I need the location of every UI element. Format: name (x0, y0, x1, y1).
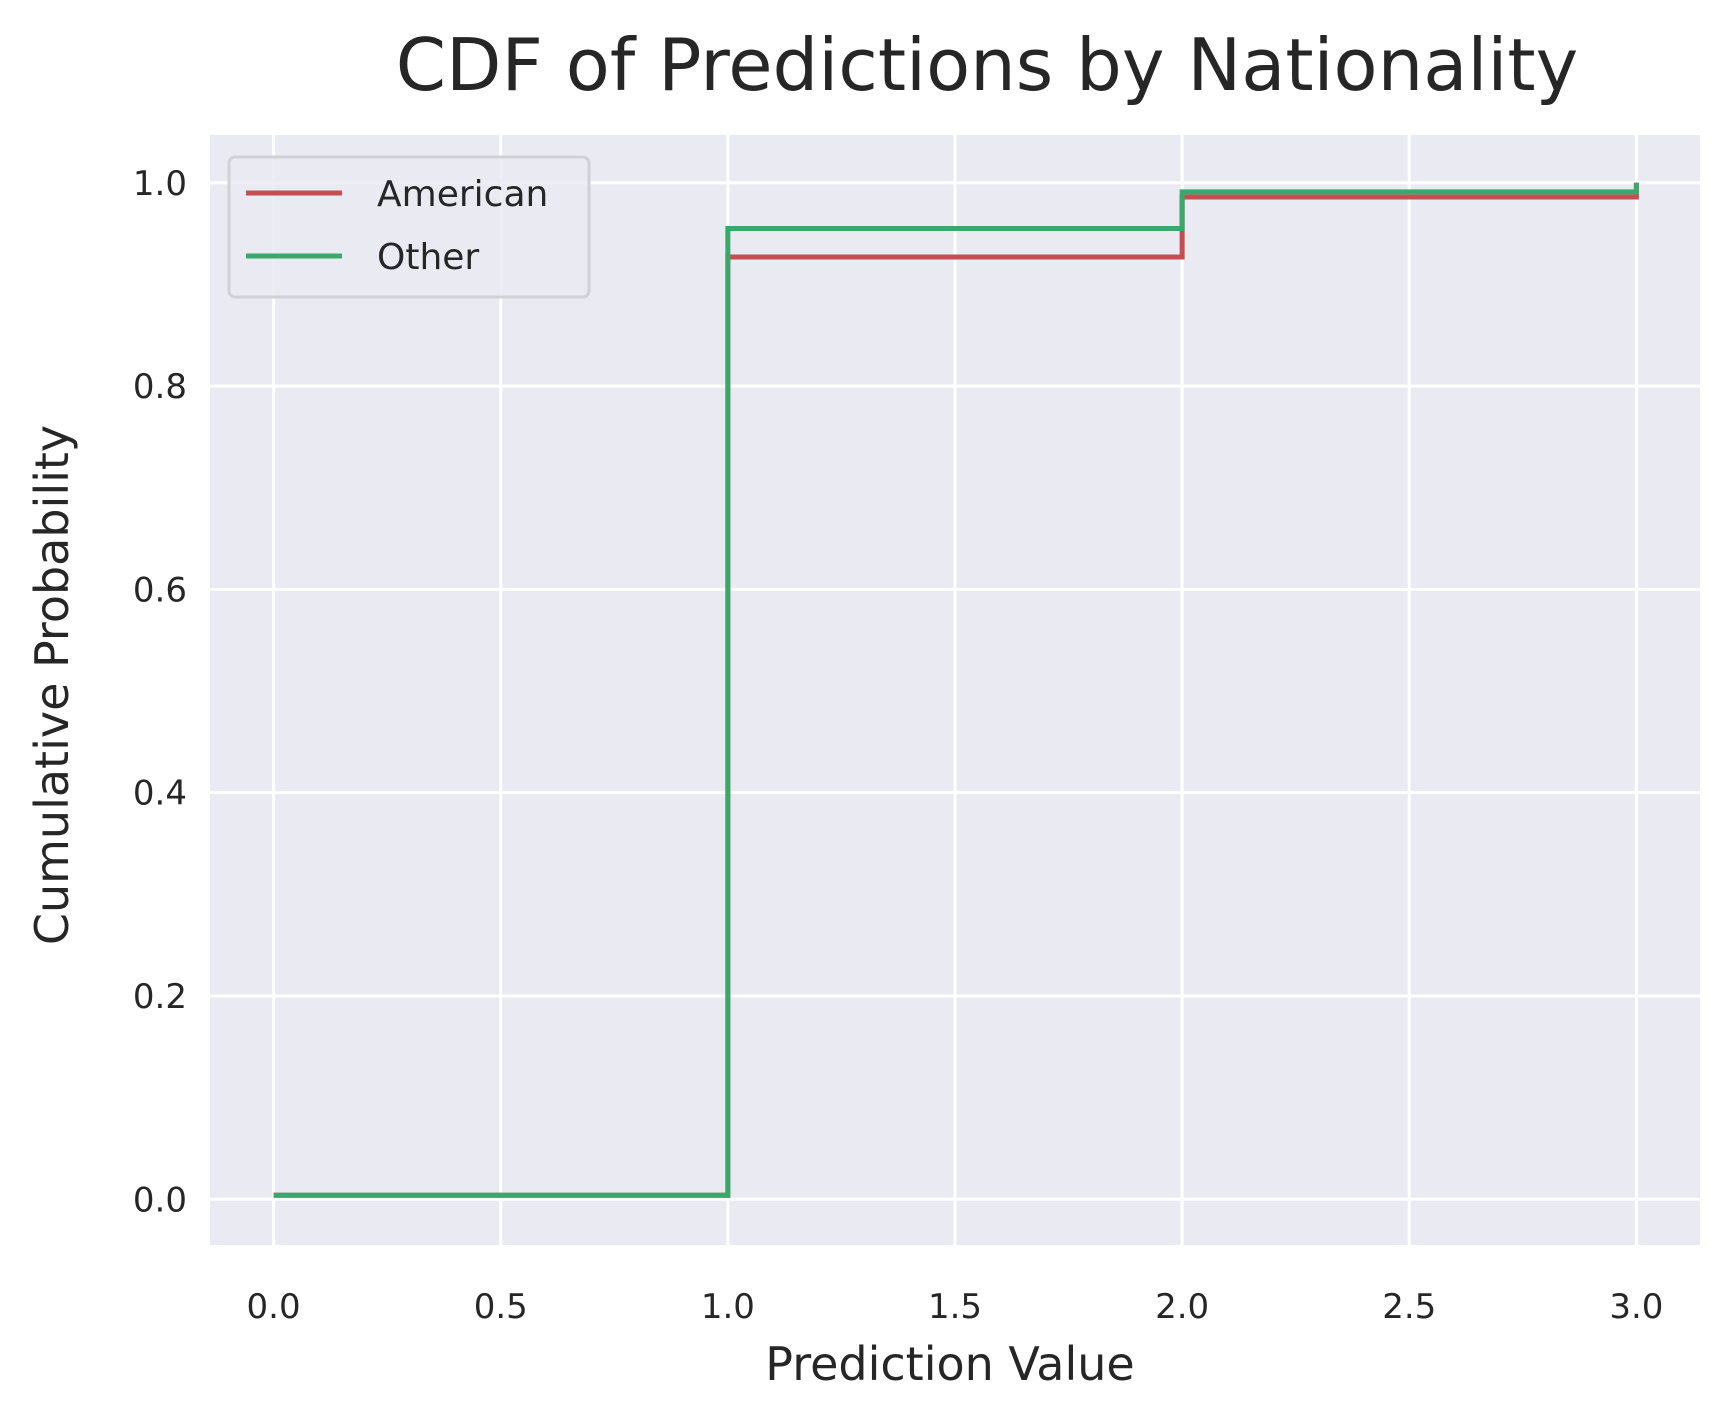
y-tick-label: 0.2 (133, 977, 187, 1017)
x-tick-label: 2.5 (1382, 1287, 1436, 1327)
legend-label: American (377, 174, 548, 215)
x-tick-label: 1.0 (701, 1287, 755, 1327)
y-tick-label: 0.4 (133, 774, 187, 814)
chart-title: CDF of Predictions by Nationality (396, 23, 1578, 107)
x-tick-label: 1.5 (928, 1287, 982, 1327)
y-tick-label: 0.8 (133, 367, 187, 407)
x-tick-label: 0.5 (474, 1287, 528, 1327)
x-tick-labels: 0.0 0.5 1.0 1.5 2.0 2.5 3.0 (247, 1287, 1664, 1327)
x-tick-label: 0.0 (247, 1287, 301, 1327)
y-tick-label: 0.6 (133, 570, 187, 610)
series-lines (273, 182, 1639, 1198)
x-tick-label: 2.0 (1155, 1287, 1209, 1327)
y-tick-label: 1.0 (133, 164, 187, 204)
series-line-other (273, 182, 1639, 1198)
y-axis-label: Cumulative Probability (25, 425, 79, 945)
x-axis-label: Prediction Value (765, 1337, 1134, 1391)
legend: American Other (227, 155, 591, 299)
y-tick-label: 0.0 (133, 1180, 187, 1220)
x-tick-label: 3.0 (1609, 1287, 1663, 1327)
y-tick-labels: 0.0 0.2 0.4 0.6 0.8 1.0 (133, 164, 187, 1220)
legend-label: Other (377, 237, 479, 278)
